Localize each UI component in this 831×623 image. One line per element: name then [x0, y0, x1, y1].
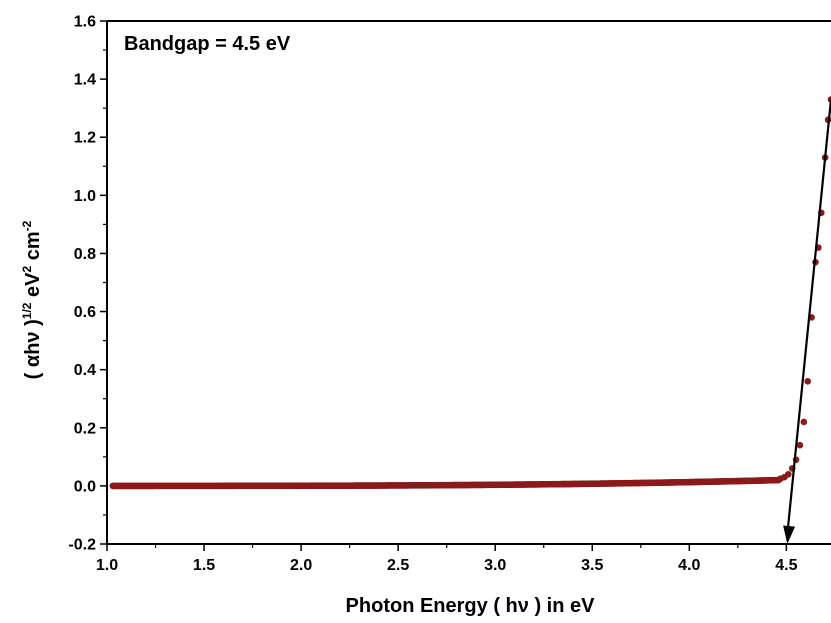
x-tick-label: 1.5 [193, 557, 215, 574]
data-point [784, 470, 792, 478]
data-point [800, 418, 808, 426]
y-tick-label: -0.2 [68, 537, 96, 554]
y-tick-label: 1.6 [74, 14, 96, 31]
tick-marks [100, 20, 788, 551]
y-tick-label: 1.4 [74, 72, 96, 89]
x-tick-label: 4.0 [678, 557, 700, 574]
y-tick-label: 0.4 [74, 362, 96, 379]
y-tick-label: 0.0 [74, 478, 96, 495]
x-tick-label: 2.0 [290, 557, 312, 574]
fit-arrowhead [783, 525, 796, 544]
y-tick-label: 0.2 [74, 420, 96, 437]
axes [106, 20, 831, 545]
bandgap-annotation: Bandgap = 4.5 eV [124, 33, 291, 55]
data-point [804, 377, 812, 385]
y-tick-label: 1.0 [74, 188, 96, 205]
x-tick-label: 3.0 [484, 557, 506, 574]
y-tick-label: 0.6 [74, 304, 96, 321]
x-tick-label: 2.5 [387, 557, 409, 574]
fit-line [786, 99, 831, 535]
x-tick-labels: 1.0 1.5 2.0 2.5 3.0 3.5 4.0 4.5 [96, 557, 798, 574]
x-tick-label: 1.0 [96, 557, 118, 574]
y-tick-label: 0.8 [74, 246, 96, 263]
x-tick-label: 3.5 [581, 557, 603, 574]
x-tick-label: 4.5 [775, 557, 797, 574]
x-axis-title: Photon Energy ( hν ) in eV [346, 595, 596, 617]
data-point [796, 441, 804, 449]
y-tick-labels: -0.2 0.0 0.2 0.4 0.6 0.8 1.0 1.2 1.4 1.6 [68, 14, 96, 554]
data-points [109, 96, 831, 544]
y-tick-label: 1.2 [74, 130, 96, 147]
y-axis-title: ( αhν )1/2 eV2 cm-2 [20, 220, 44, 379]
